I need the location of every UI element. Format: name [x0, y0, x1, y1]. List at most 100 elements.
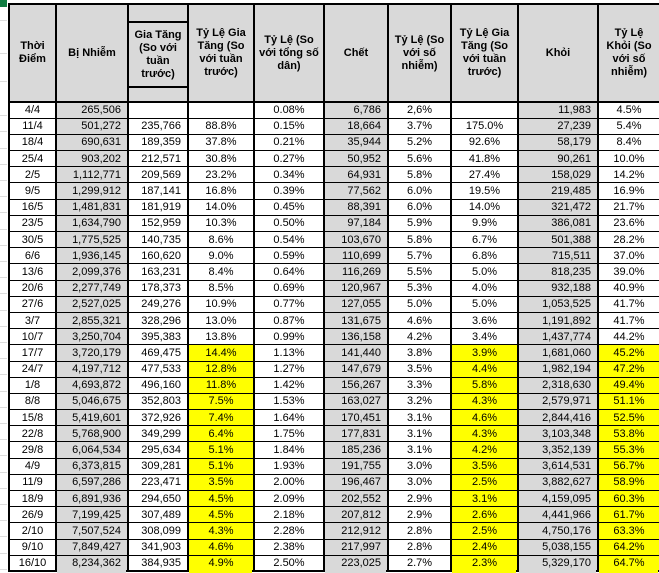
cell-death-growth-pct[interactable]: 3.5%	[450, 457, 519, 475]
cell-death-growth-pct[interactable]: 4.3%	[450, 392, 519, 411]
cell-deaths[interactable]: 6,786	[323, 101, 389, 119]
cell-infected-growth-pct[interactable]: 37.8%	[187, 133, 255, 152]
cell-death-growth-pct[interactable]: 27.4%	[450, 166, 519, 184]
cell-infected-increase[interactable]: 160,620	[127, 247, 189, 265]
cell-infected-growth-pct[interactable]: 8.5%	[187, 279, 255, 297]
cell-recovery-rate[interactable]: 49.4%	[597, 376, 659, 394]
cell-deaths[interactable]: 136,158	[323, 328, 389, 346]
cell-deaths[interactable]: 77,562	[323, 182, 389, 200]
cell-recovered[interactable]: 11,983	[517, 101, 599, 119]
cell-death-rate[interactable]: 3.7%	[387, 117, 452, 135]
cell-recovered[interactable]: 1,681,060	[517, 344, 599, 362]
cell-recovered[interactable]: 2,579,971	[517, 392, 599, 411]
cell-death-rate[interactable]: 5.9%	[387, 214, 452, 233]
cell-pct-of-population[interactable]: 2.09%	[253, 489, 325, 508]
cell-recovered[interactable]: 4,750,176	[517, 522, 599, 540]
cell-death-growth-pct[interactable]: 2.6%	[450, 506, 519, 524]
header-time[interactable]: Thời Điểm	[8, 3, 57, 103]
cell-pct-of-population[interactable]: 0.69%	[253, 279, 325, 297]
cell-infected[interactable]: 1,775,525	[55, 230, 129, 249]
cell-infected[interactable]: 4,693,872	[55, 376, 129, 394]
cell-recovery-rate[interactable]: 5.4%	[597, 117, 659, 135]
cell-date[interactable]: 23/5	[8, 214, 57, 233]
cell-infected[interactable]: 501,272	[55, 117, 129, 135]
cell-deaths[interactable]: 120,967	[323, 279, 389, 297]
cell-date[interactable]: 11/4	[8, 117, 57, 135]
cell-date[interactable]: 1/8	[8, 376, 57, 394]
cell-deaths[interactable]: 147,679	[323, 360, 389, 378]
cell-pct-of-population[interactable]: 0.21%	[253, 133, 325, 152]
cell-infected-growth-pct[interactable]: 13.0%	[187, 311, 255, 330]
cell-infected[interactable]: 3,250,704	[55, 328, 129, 346]
header-infected[interactable]: Bị Nhiễm	[55, 3, 129, 103]
cell-pct-of-population[interactable]: 0.59%	[253, 247, 325, 265]
cell-death-rate[interactable]: 5.5%	[387, 263, 452, 281]
cell-death-growth-pct[interactable]: 3.9%	[450, 344, 519, 362]
cell-infected[interactable]: 1,112,771	[55, 166, 129, 184]
cell-recovery-rate[interactable]: 37.0%	[597, 247, 659, 265]
cell-death-growth-pct[interactable]: 2.5%	[450, 522, 519, 540]
cell-death-growth-pct[interactable]: 2.3%	[450, 554, 519, 572]
cell-death-growth-pct[interactable]: 2.5%	[450, 473, 519, 492]
cell-death-growth-pct[interactable]: 5.0%	[450, 295, 519, 313]
cell-recovered[interactable]: 158,029	[517, 166, 599, 184]
cell-infected-growth-pct[interactable]: 23.2%	[187, 166, 255, 184]
cell-death-rate[interactable]: 2.7%	[387, 554, 452, 572]
cell-date[interactable]: 30/5	[8, 230, 57, 249]
cell-recovered[interactable]: 818,235	[517, 263, 599, 281]
cell-recovery-rate[interactable]: 41.7%	[597, 295, 659, 313]
cell-deaths[interactable]: 127,055	[323, 295, 389, 313]
cell-recovery-rate[interactable]: 55.3%	[597, 441, 659, 459]
cell-infected-increase[interactable]: 235,766	[127, 117, 189, 135]
cell-deaths[interactable]: 88,391	[323, 198, 389, 216]
cell-infected-growth-pct[interactable]: 6.4%	[187, 425, 255, 443]
cell-date[interactable]: 9/10	[8, 538, 57, 556]
cell-infected[interactable]: 2,277,749	[55, 279, 129, 297]
cell-deaths[interactable]: 217,997	[323, 538, 389, 556]
cell-infected-increase[interactable]: 308,099	[127, 522, 189, 540]
cell-pct-of-population[interactable]: 1.64%	[253, 409, 325, 427]
cell-infected-increase[interactable]	[127, 101, 189, 119]
cell-death-rate[interactable]: 5.2%	[387, 133, 452, 152]
cell-deaths[interactable]: 156,267	[323, 376, 389, 394]
cell-death-rate[interactable]: 2.8%	[387, 522, 452, 540]
cell-death-rate[interactable]: 5.8%	[387, 230, 452, 249]
cell-recovery-rate[interactable]: 56.7%	[597, 457, 659, 475]
cell-infected-increase[interactable]: 249,276	[127, 295, 189, 313]
cell-date[interactable]: 11/9	[8, 473, 57, 492]
cell-death-rate[interactable]: 3.2%	[387, 392, 452, 411]
cell-infected-growth-pct[interactable]: 4.5%	[187, 506, 255, 524]
cell-pct-of-population[interactable]: 1.53%	[253, 392, 325, 411]
cell-infected[interactable]: 5,419,601	[55, 409, 129, 427]
cell-deaths[interactable]: 191,755	[323, 457, 389, 475]
cell-infected-growth-pct[interactable]: 7.4%	[187, 409, 255, 427]
cell-death-rate[interactable]: 3.0%	[387, 473, 452, 492]
cell-infected-increase[interactable]: 469,475	[127, 344, 189, 362]
cell-recovery-rate[interactable]: 39.0%	[597, 263, 659, 281]
cell-recovered[interactable]: 2,318,630	[517, 376, 599, 394]
cell-recovery-rate[interactable]: 40.9%	[597, 279, 659, 297]
cell-infected[interactable]: 1,936,145	[55, 247, 129, 265]
cell-pct-of-population[interactable]: 0.50%	[253, 214, 325, 233]
cell-recovery-rate[interactable]: 44.2%	[597, 328, 659, 346]
cell-death-rate[interactable]: 3.3%	[387, 376, 452, 394]
cell-recovered[interactable]: 1,053,525	[517, 295, 599, 313]
cell-infected-growth-pct[interactable]	[187, 101, 255, 119]
cell-recovery-rate[interactable]: 60.3%	[597, 489, 659, 508]
header-infected-increase[interactable]: Gia Tăng (So với tuần trước)	[127, 3, 189, 103]
header-death-rate[interactable]: Tỷ Lệ (So với số nhiễm)	[387, 3, 452, 103]
cell-death-growth-pct[interactable]: 5.8%	[450, 376, 519, 394]
cell-date[interactable]: 26/9	[8, 506, 57, 524]
header-recovered[interactable]: Khỏi	[517, 3, 599, 103]
cell-infected-increase[interactable]: 395,383	[127, 328, 189, 346]
cell-death-growth-pct[interactable]: 4.4%	[450, 360, 519, 378]
cell-infected-growth-pct[interactable]: 10.9%	[187, 295, 255, 313]
cell-date[interactable]: 22/8	[8, 425, 57, 443]
cell-recovered[interactable]: 3,882,627	[517, 473, 599, 492]
cell-infected-increase[interactable]: 294,650	[127, 489, 189, 508]
cell-recovery-rate[interactable]: 14.2%	[597, 166, 659, 184]
cell-deaths[interactable]: 223,025	[323, 554, 389, 572]
cell-pct-of-population[interactable]: 0.15%	[253, 117, 325, 135]
cell-death-rate[interactable]: 5.6%	[387, 150, 452, 168]
cell-deaths[interactable]: 18,664	[323, 117, 389, 135]
